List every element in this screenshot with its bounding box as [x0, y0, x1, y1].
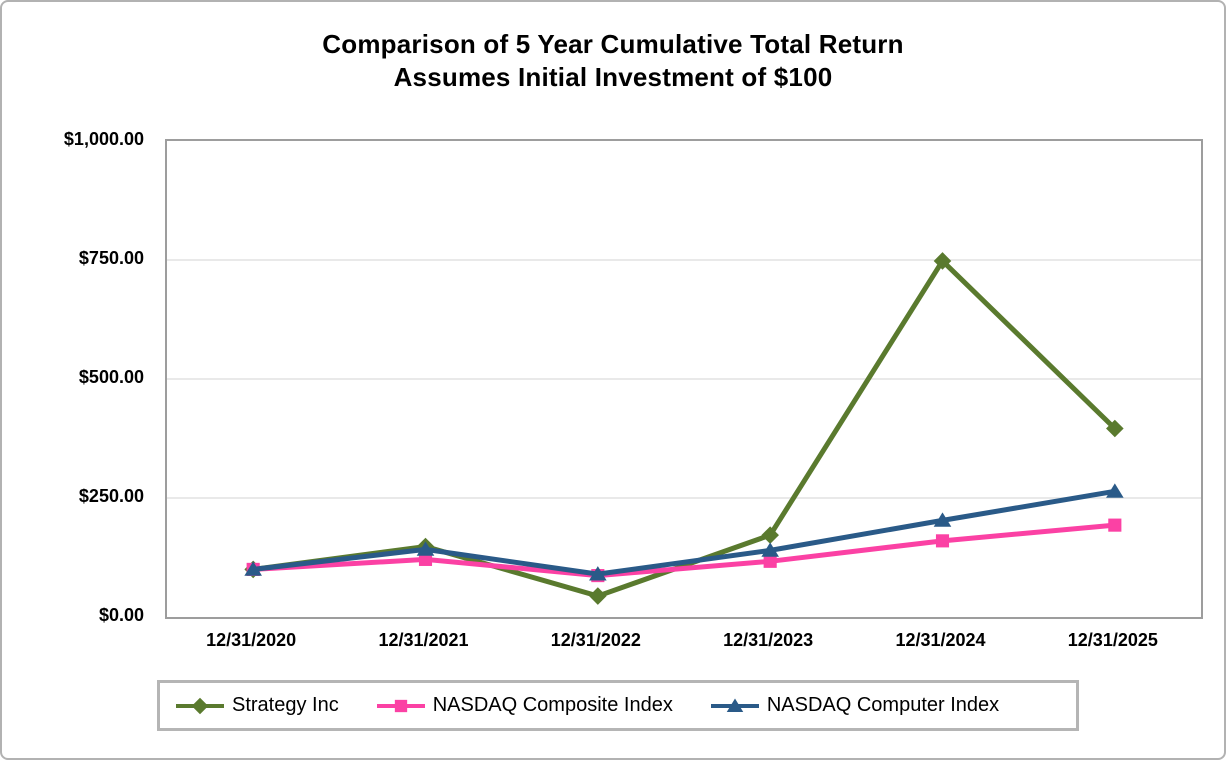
- legend-item: Strategy Inc: [176, 694, 339, 717]
- chart-title: Comparison of 5 Year Cumulative Total Re…: [322, 29, 904, 59]
- data-point-marker: [933, 512, 952, 527]
- data-point-marker: [1106, 419, 1124, 438]
- x-tick-label: 12/31/2020: [206, 630, 297, 650]
- data-point-marker: [418, 552, 433, 566]
- chart-subtitle: Assumes Initial Investment of $100: [393, 62, 833, 92]
- legend-item: NASDAQ Composite Index: [376, 694, 673, 717]
- gridline: [167, 259, 1201, 261]
- data-point-marker: [763, 554, 777, 568]
- x-tick-label: 12/31/2024: [895, 630, 986, 650]
- data-point-marker: [761, 542, 779, 557]
- plot-area: [165, 139, 1203, 619]
- diamond-marker-icon: [176, 697, 224, 714]
- y-tick-label: $750.00: [78, 248, 144, 268]
- data-point-marker: [933, 252, 952, 270]
- legend-label: NASDAQ Composite Index: [432, 694, 673, 716]
- gridline: [167, 378, 1201, 380]
- y-axis: $0.00 $250.00 $500.00 $750.00 $1,000.00: [2, 2, 150, 758]
- series-plot: [244, 252, 1124, 605]
- legend: Strategy Inc NASDAQ Composite Index NASDAQ…: [157, 680, 1079, 731]
- legend-label: Strategy Inc: [232, 694, 339, 716]
- x-tick-label: 12/31/2021: [378, 630, 469, 650]
- data-point-marker: [1106, 483, 1124, 498]
- data-point-marker: [589, 587, 607, 605]
- gridline: [167, 497, 1201, 499]
- chart-title-block: Comparison of 5 Year Cumulative Total Re…: [2, 28, 1224, 94]
- series-line: [250, 522, 1118, 579]
- x-tick-label: 12/31/2025: [1067, 630, 1158, 650]
- legend-label: NASDAQ Computer Index: [766, 694, 1000, 716]
- x-tick-label: 12/31/2023: [723, 630, 814, 650]
- x-tick-label: 12/31/2022: [550, 630, 641, 650]
- series-line: [250, 257, 1118, 599]
- y-tick-label: $500.00: [78, 367, 144, 387]
- data-point-marker: [935, 534, 950, 548]
- data-point-marker: [761, 526, 779, 544]
- x-axis: 12/31/2020 12/31/2021 12/31/2022 12/31/2023…: [2, 630, 1224, 660]
- y-tick-label: $250.00: [78, 486, 144, 506]
- data-point-marker: [416, 541, 435, 556]
- data-point-marker: [244, 561, 262, 576]
- square-marker-icon: [376, 699, 425, 712]
- data-point-marker: [1108, 518, 1122, 532]
- y-tick-label: $1,000.00: [63, 129, 144, 149]
- legend-item: NASDAQ Computer Index: [710, 694, 1000, 717]
- triangle-marker-icon: [710, 698, 759, 712]
- y-tick-label: $0.00: [98, 605, 144, 625]
- data-point-marker: [589, 566, 607, 581]
- series-line: [250, 488, 1118, 577]
